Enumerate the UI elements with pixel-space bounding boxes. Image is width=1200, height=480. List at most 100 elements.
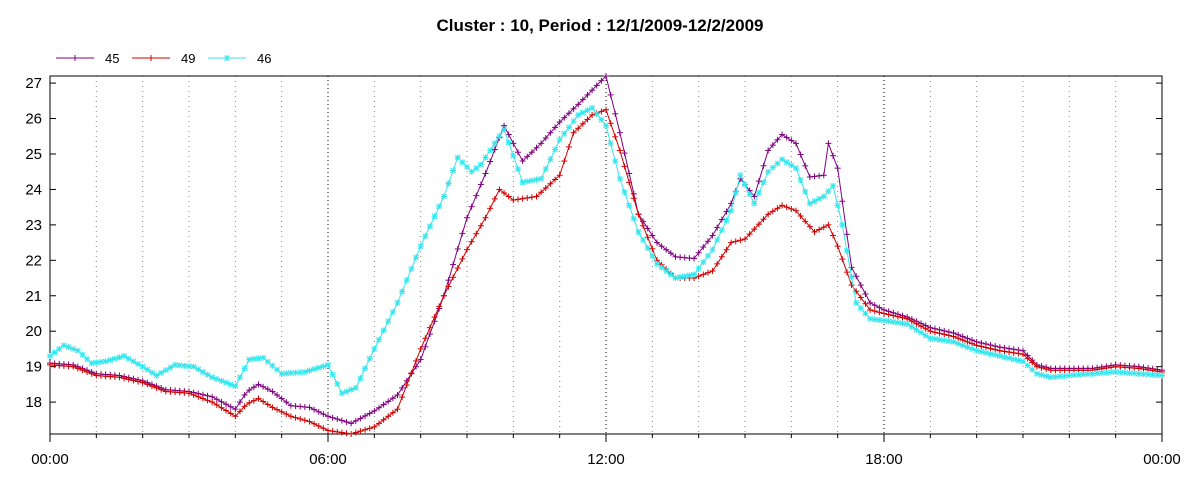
data-point — [269, 388, 276, 395]
data-point — [649, 252, 656, 259]
data-point — [56, 345, 63, 352]
data-point — [584, 107, 591, 114]
data-point — [158, 369, 165, 376]
data-point — [325, 427, 331, 434]
data-point — [760, 179, 767, 186]
data-point — [1015, 357, 1022, 364]
data-point — [186, 363, 192, 370]
data-point — [348, 420, 355, 427]
data-point — [399, 384, 406, 391]
data-point — [389, 309, 396, 316]
data-point — [274, 406, 281, 413]
data-point — [589, 104, 596, 111]
series-46 — [47, 104, 1165, 397]
data-point — [867, 306, 874, 313]
data-point — [908, 318, 915, 325]
data-point — [677, 274, 684, 281]
data-point — [899, 320, 906, 327]
data-point — [996, 353, 1003, 360]
data-point — [584, 91, 591, 98]
data-point — [426, 223, 433, 230]
data-point — [241, 392, 248, 399]
data-point — [894, 319, 901, 326]
data-point — [505, 131, 512, 138]
data-point — [199, 395, 206, 402]
data-point — [1029, 366, 1036, 373]
data-point — [403, 382, 410, 389]
data-point — [519, 158, 526, 165]
data-point — [918, 329, 925, 336]
data-point — [691, 271, 698, 278]
data-point — [352, 384, 359, 391]
data-point — [783, 159, 790, 166]
data-point — [959, 337, 966, 344]
data-point — [630, 195, 637, 202]
data-point — [709, 246, 716, 253]
data-point — [417, 356, 424, 363]
data-point — [547, 129, 554, 136]
data-point — [135, 378, 142, 385]
data-point — [672, 275, 679, 282]
data-point — [320, 363, 327, 370]
data-point — [102, 358, 109, 365]
data-point — [362, 365, 369, 372]
data-point — [561, 114, 568, 121]
data-point — [862, 300, 869, 307]
data-point — [454, 245, 461, 252]
data-point — [301, 368, 308, 375]
data-point — [385, 398, 392, 405]
data-point — [978, 343, 985, 350]
data-point — [445, 283, 452, 290]
data-point — [839, 256, 846, 263]
data-point — [375, 336, 382, 343]
data-point — [598, 116, 605, 123]
data-point — [612, 158, 619, 165]
data-point — [589, 111, 596, 118]
y-tick-label: 27 — [25, 75, 42, 92]
data-point — [422, 233, 429, 240]
data-point — [723, 208, 730, 215]
data-point — [417, 345, 424, 352]
data-point — [450, 274, 457, 281]
data-point — [876, 309, 883, 316]
data-point — [616, 175, 623, 182]
data-point — [380, 416, 387, 423]
data-point — [1024, 362, 1031, 369]
data-point — [658, 243, 665, 250]
data-point — [765, 168, 772, 175]
y-tick-label: 24 — [25, 181, 42, 198]
data-point — [283, 411, 290, 418]
data-point — [473, 192, 480, 199]
data-point — [459, 230, 466, 237]
data-point — [552, 146, 559, 153]
data-point — [357, 428, 364, 435]
series-group — [47, 73, 1165, 437]
data-point — [728, 239, 735, 246]
data-point — [338, 417, 345, 424]
data-point — [1010, 349, 1017, 356]
data-point — [93, 359, 100, 366]
data-point — [1080, 371, 1087, 378]
data-point — [399, 288, 406, 295]
data-point — [514, 196, 521, 203]
data-point — [190, 392, 197, 399]
data-point — [315, 423, 322, 430]
data-point — [922, 332, 929, 339]
chart-title: Cluster : 10, Period : 12/1/2009-12/2/20… — [437, 16, 764, 35]
data-point — [1135, 365, 1142, 372]
data-point — [913, 326, 920, 333]
data-point — [704, 238, 711, 245]
data-point — [584, 116, 591, 123]
data-point — [653, 260, 660, 267]
data-point — [565, 143, 572, 150]
data-point — [250, 355, 257, 362]
data-point — [505, 139, 512, 146]
data-point — [473, 230, 480, 237]
data-point — [204, 371, 211, 378]
data-point — [969, 345, 976, 352]
data-point — [241, 403, 248, 410]
data-point — [792, 207, 799, 214]
data-point — [714, 260, 721, 267]
data-point — [1038, 364, 1045, 371]
data-point — [357, 415, 364, 422]
